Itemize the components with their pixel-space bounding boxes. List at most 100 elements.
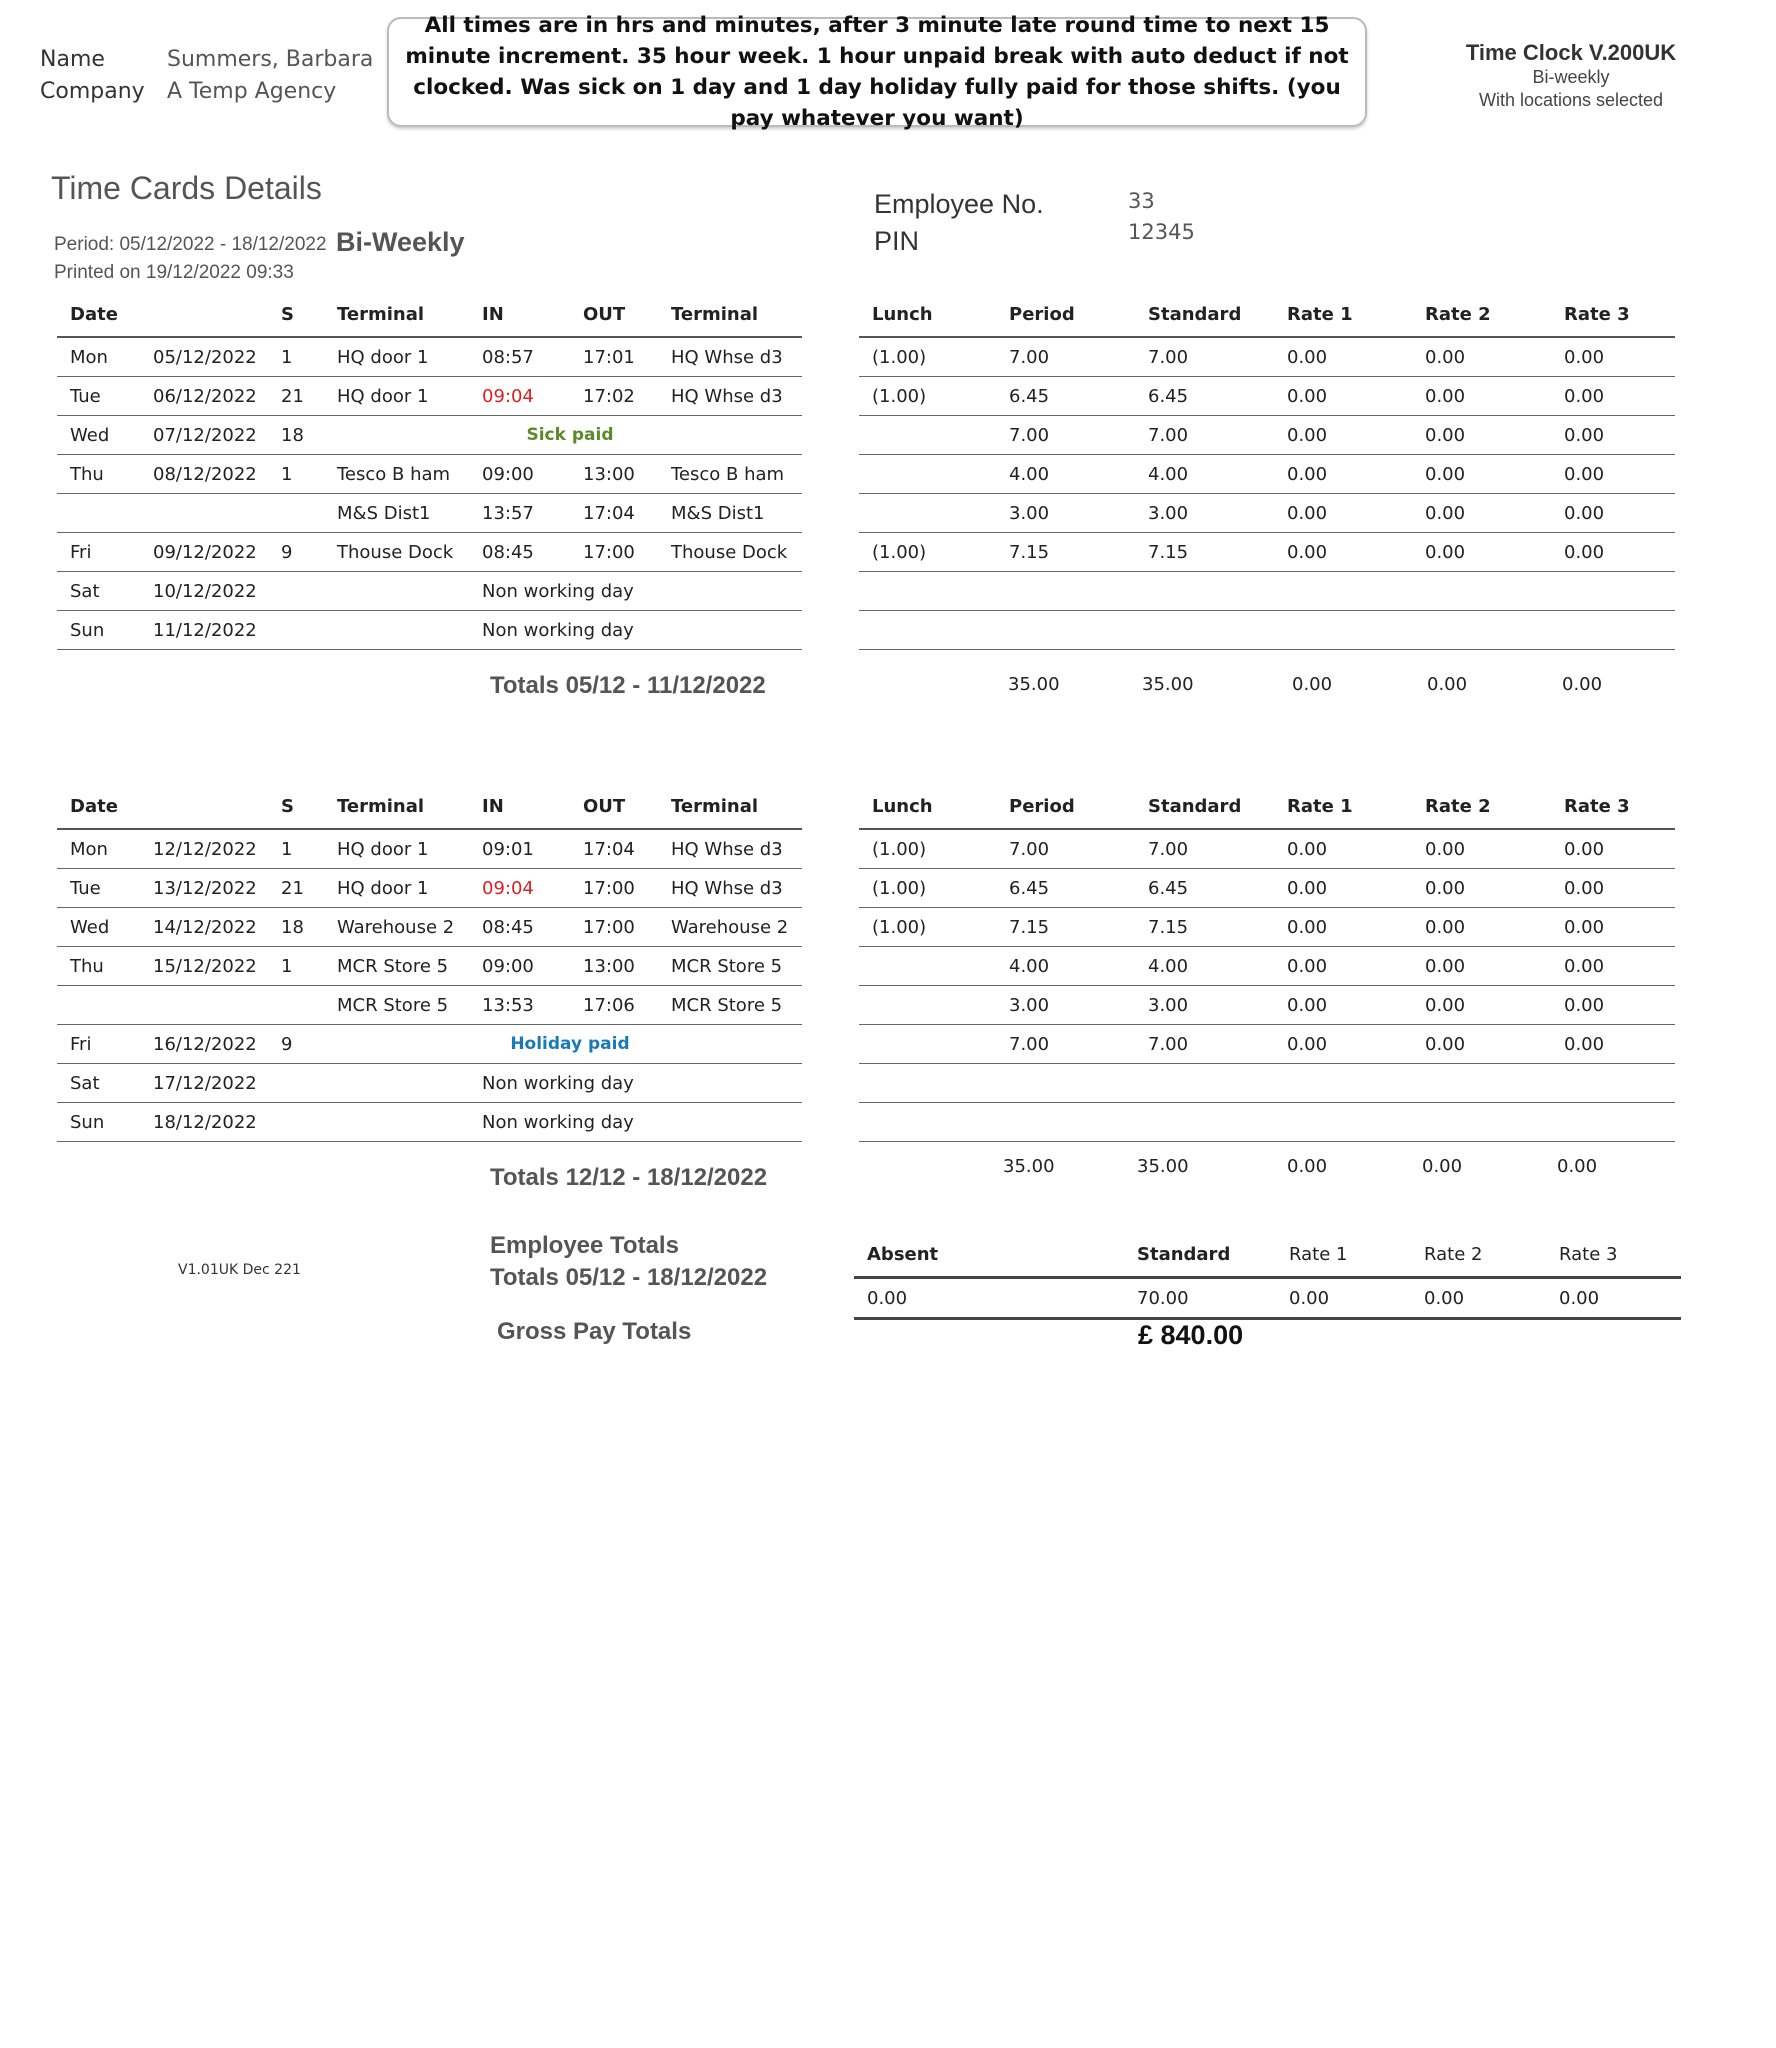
- clock-in-cell: 09:04: [469, 868, 570, 908]
- pin: 12345: [1128, 220, 1195, 244]
- rate1-total: 0.00: [1276, 1277, 1411, 1320]
- terminal-in-cell: HQ door 1: [324, 376, 469, 416]
- policy-note: All times are in hrs and minutes, after …: [387, 13, 1367, 131]
- day-cell: Tue: [57, 868, 140, 908]
- column-header: [140, 292, 272, 338]
- lunch-cell: [859, 493, 996, 533]
- date-cell: 16/12/2022: [140, 1024, 272, 1064]
- r3-cell: 0.00: [1551, 1024, 1675, 1064]
- date-cell: 12/12/2022: [140, 829, 272, 869]
- column-header: Rate 2: [1412, 292, 1551, 338]
- r2-cell: [1412, 610, 1551, 650]
- r3-cell: [1551, 610, 1675, 650]
- table-row: Fri 09/12/2022 9 Thouse Dock 08:45 17:00 Thous…: [57, 532, 802, 572]
- column-header: Rate 3: [1551, 784, 1675, 830]
- clock-in-cell: 09:04: [469, 376, 570, 416]
- clock-in-cell: 09:00: [469, 946, 570, 986]
- name-label: Name: [40, 47, 105, 72]
- lunch-cell: [859, 454, 996, 494]
- pin-label: PIN: [874, 226, 920, 256]
- week-total-r1: 0.00: [1292, 674, 1333, 695]
- lunch-cell: [859, 1063, 996, 1103]
- column-header: IN: [469, 784, 570, 830]
- period-cell: 4.00: [996, 946, 1135, 986]
- standard-header: Standard: [1124, 1232, 1276, 1279]
- week-total-standard: 35.00: [1142, 674, 1194, 695]
- table-row: M&S Dist1 13:57 17:04 M&S Dist1: [57, 493, 802, 533]
- lunch-cell: (1.00): [859, 376, 996, 416]
- header-row: Lunch Period Standard Rate 1 Rate 2 Rate 3: [859, 292, 1675, 338]
- r3-cell: [1551, 571, 1675, 611]
- day-cell: [57, 985, 140, 1025]
- shift-cell: [272, 610, 324, 650]
- clock-out-cell: 17:04: [570, 493, 658, 533]
- r1-cell: 0.00: [1274, 454, 1412, 494]
- column-header: Terminal: [658, 292, 802, 338]
- clock-in-cell: 09:00: [469, 454, 570, 494]
- clock-out-cell: 13:00: [570, 946, 658, 986]
- product-mode: Bi-weekly: [1532, 67, 1610, 87]
- day-cell: Sun: [57, 1102, 140, 1142]
- r3-cell: 0.00: [1551, 985, 1675, 1025]
- column-header: S: [272, 784, 324, 830]
- header-row: Date S Terminal IN OUT Terminal: [57, 292, 802, 338]
- terminal-in-cell: M&S Dist1: [324, 493, 469, 533]
- period-cell: [996, 610, 1135, 650]
- standard-cell: 3.00: [1135, 493, 1274, 533]
- r1-cell: 0.00: [1274, 868, 1412, 908]
- lunch-cell: (1.00): [859, 829, 996, 869]
- version-label: V1.01UK Dec 221: [178, 1262, 301, 1278]
- clock-out-cell: 17:00: [570, 907, 658, 947]
- week-total-r1: 0.00: [1287, 1156, 1328, 1177]
- terminal-out-cell: Thouse Dock: [658, 532, 802, 572]
- clock-in-cell: 08:57: [469, 337, 570, 377]
- standard-cell: [1135, 1063, 1274, 1103]
- lunch-cell: (1.00): [859, 337, 996, 377]
- r2-cell: 0.00: [1412, 985, 1551, 1025]
- r1-cell: [1274, 1102, 1412, 1142]
- r1-cell: 0.00: [1274, 907, 1412, 947]
- hours-table-week-2: Lunch Period Standard Rate 1 Rate 2 Rate 3 (1.…: [859, 784, 1675, 1142]
- clock-in-cell: 13:57: [469, 493, 570, 533]
- terminal-in-cell: HQ door 1: [324, 829, 469, 869]
- week-total-r2: 0.00: [1422, 1156, 1463, 1177]
- gross-pay-total: £ 840.00: [1138, 1320, 1244, 1350]
- terminal-in-cell: [324, 571, 469, 611]
- employee-no-label: Employee No.: [874, 189, 1044, 219]
- week-total-r2: 0.00: [1427, 674, 1468, 695]
- shift-cell: 1: [272, 946, 324, 986]
- clock-out-cell: 17:01: [570, 337, 658, 377]
- r3-cell: 0.00: [1551, 829, 1675, 869]
- standard-total: 70.00: [1124, 1277, 1276, 1320]
- date-cell: 17/12/2022: [140, 1063, 272, 1103]
- day-cell: Fri: [57, 1024, 140, 1064]
- day-cell: Sun: [57, 610, 140, 650]
- report-period: Period: 05/12/2022 - 18/12/2022: [54, 234, 327, 255]
- day-cell: Tue: [57, 376, 140, 416]
- clock-out-cell: 17:02: [570, 376, 658, 416]
- standard-cell: 7.15: [1135, 907, 1274, 947]
- table-row: [859, 610, 1675, 650]
- r3-cell: 0.00: [1551, 907, 1675, 947]
- terminal-in-cell: MCR Store 5: [324, 985, 469, 1025]
- table-row: (1.00) 7.15 7.15 0.00 0.00 0.00: [859, 907, 1675, 947]
- timecard-table-week-2: Date S Terminal IN OUT Terminal Mon 12/12/2022 1…: [57, 784, 802, 1142]
- standard-cell: 6.45: [1135, 868, 1274, 908]
- date-cell: 09/12/2022: [140, 532, 272, 572]
- paid-absence-label: Sick paid: [469, 415, 658, 455]
- lunch-cell: (1.00): [859, 868, 996, 908]
- day-cell: [57, 493, 140, 533]
- date-cell: 18/12/2022: [140, 1102, 272, 1142]
- employee-totals-range: Totals 05/12 - 18/12/2022: [490, 1264, 768, 1291]
- day-cell: Mon: [57, 337, 140, 377]
- standard-cell: 4.00: [1135, 454, 1274, 494]
- period-cell: 6.45: [996, 868, 1135, 908]
- standard-cell: [1135, 571, 1274, 611]
- r3-cell: 0.00: [1551, 337, 1675, 377]
- r1-cell: 0.00: [1274, 337, 1412, 377]
- shift-cell: 9: [272, 1024, 324, 1064]
- period-cell: 7.00: [996, 829, 1135, 869]
- terminal-in-cell: [324, 1102, 469, 1142]
- clock-out-cell: 17:00: [570, 868, 658, 908]
- shift-cell: 1: [272, 454, 324, 494]
